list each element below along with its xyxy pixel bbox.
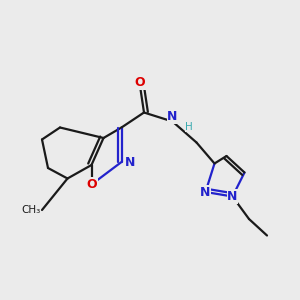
Text: N: N <box>200 185 211 199</box>
Text: O: O <box>134 76 145 89</box>
Text: H: H <box>185 122 193 132</box>
Text: O: O <box>86 178 97 191</box>
Text: N: N <box>125 155 136 169</box>
Text: N: N <box>227 190 238 203</box>
Text: N: N <box>167 110 178 124</box>
Text: CH₃: CH₃ <box>21 205 40 215</box>
